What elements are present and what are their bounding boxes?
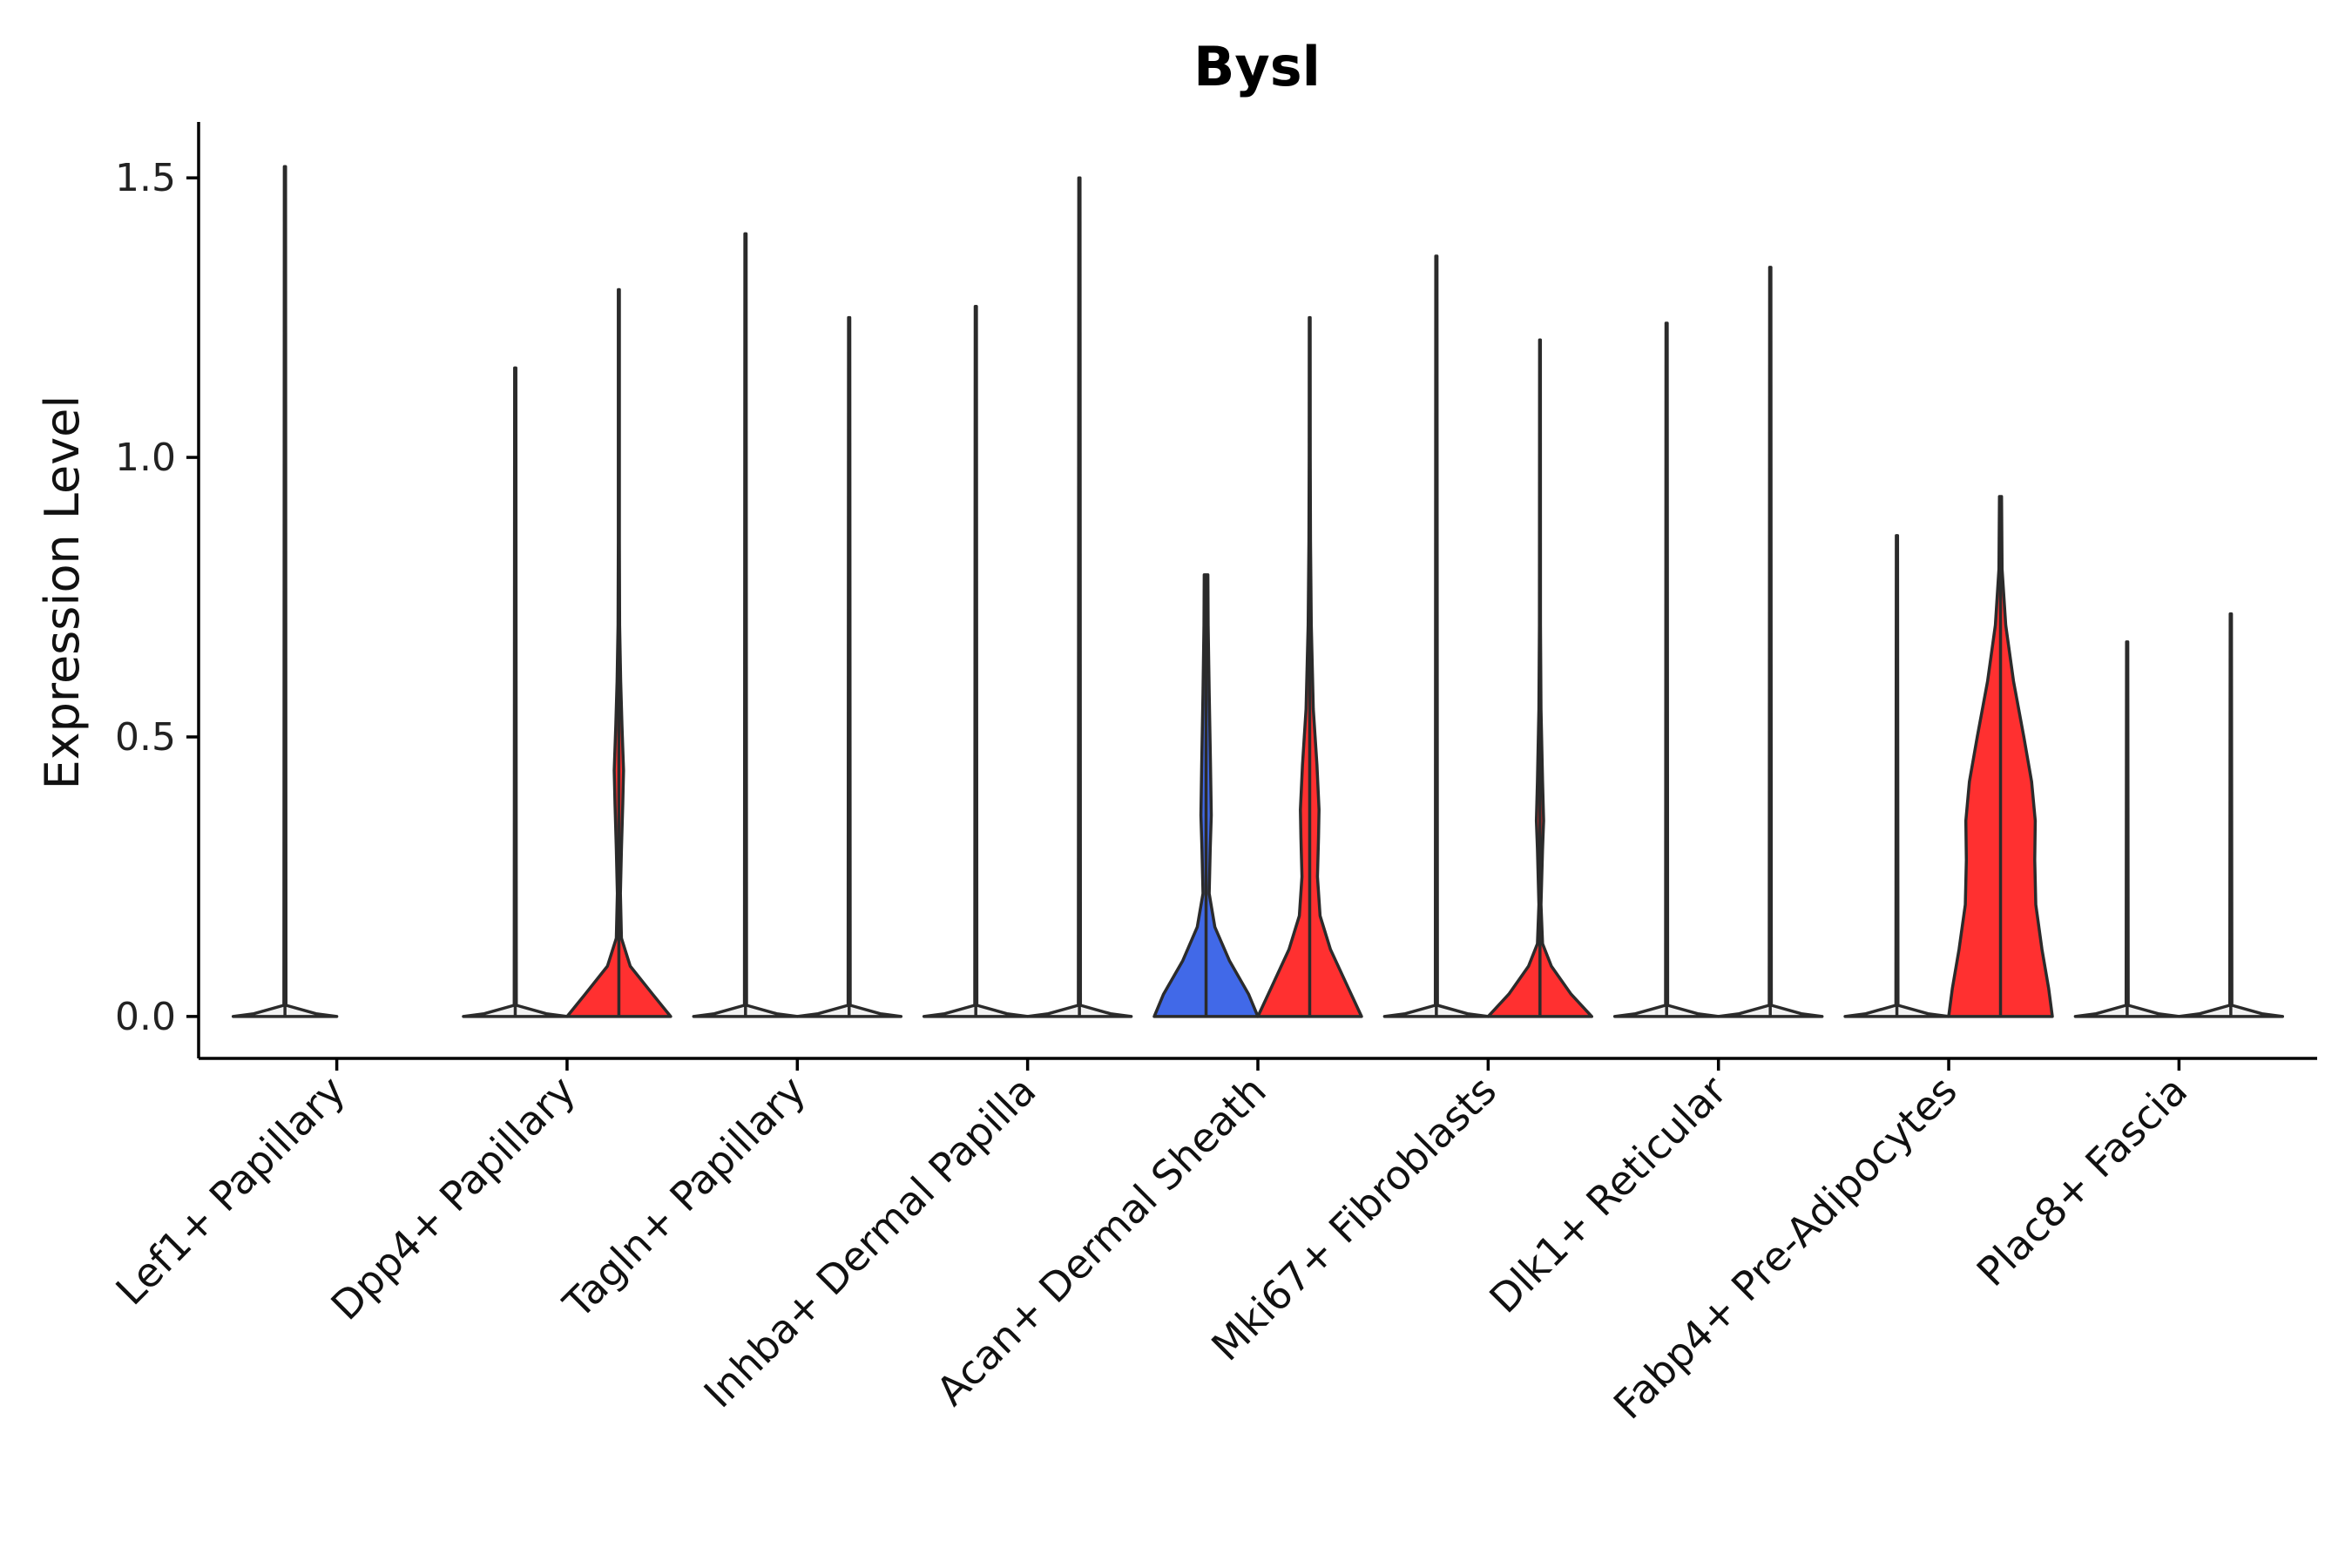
x-category-label: Tagln+ Papillary (553, 1067, 814, 1328)
y-tick-label: 0.0 (115, 995, 176, 1039)
violin-group2-3 (1025, 176, 1133, 1018)
violin-group1-4 (1152, 573, 1260, 1018)
violin-group2-1 (565, 287, 672, 1018)
violin-group1-7 (1843, 534, 1950, 1018)
violin-group2-5 (1486, 338, 1594, 1018)
violin-group1-5 (1382, 254, 1490, 1018)
x-category-label: Lef1+ Papillary (106, 1067, 354, 1315)
violin-group1-0 (231, 165, 339, 1018)
x-category-label: Dpp4+ Papillary (322, 1067, 585, 1329)
violin-group2-4 (1256, 315, 1363, 1018)
y-tick-label: 1.5 (115, 156, 176, 200)
violin-group1-3 (922, 305, 1030, 1018)
violin-group2-6 (1716, 266, 1824, 1018)
violin-group1-2 (692, 232, 800, 1018)
violin-group2-8 (2177, 612, 2285, 1018)
chart-title: Bysl (1193, 35, 1321, 98)
y-ticks: 0.0 0.5 1.0 1.5 (115, 156, 199, 1039)
violin-group1-1 (462, 366, 569, 1018)
y-tick-label: 0.5 (115, 715, 176, 760)
violin-group (231, 165, 2285, 1018)
x-category-label: Plac8+ Fascia (1968, 1067, 2196, 1295)
violin-group1-6 (1612, 321, 1720, 1018)
violin-group2-7 (1947, 495, 2054, 1018)
violin-group1-8 (2073, 640, 2181, 1018)
y-tick-label: 1.0 (115, 436, 176, 480)
violin-group2-2 (795, 315, 903, 1018)
y-axis-title: Expression Level (35, 395, 90, 790)
x-category-label: Dlk1+ Reticular (1480, 1067, 1735, 1322)
